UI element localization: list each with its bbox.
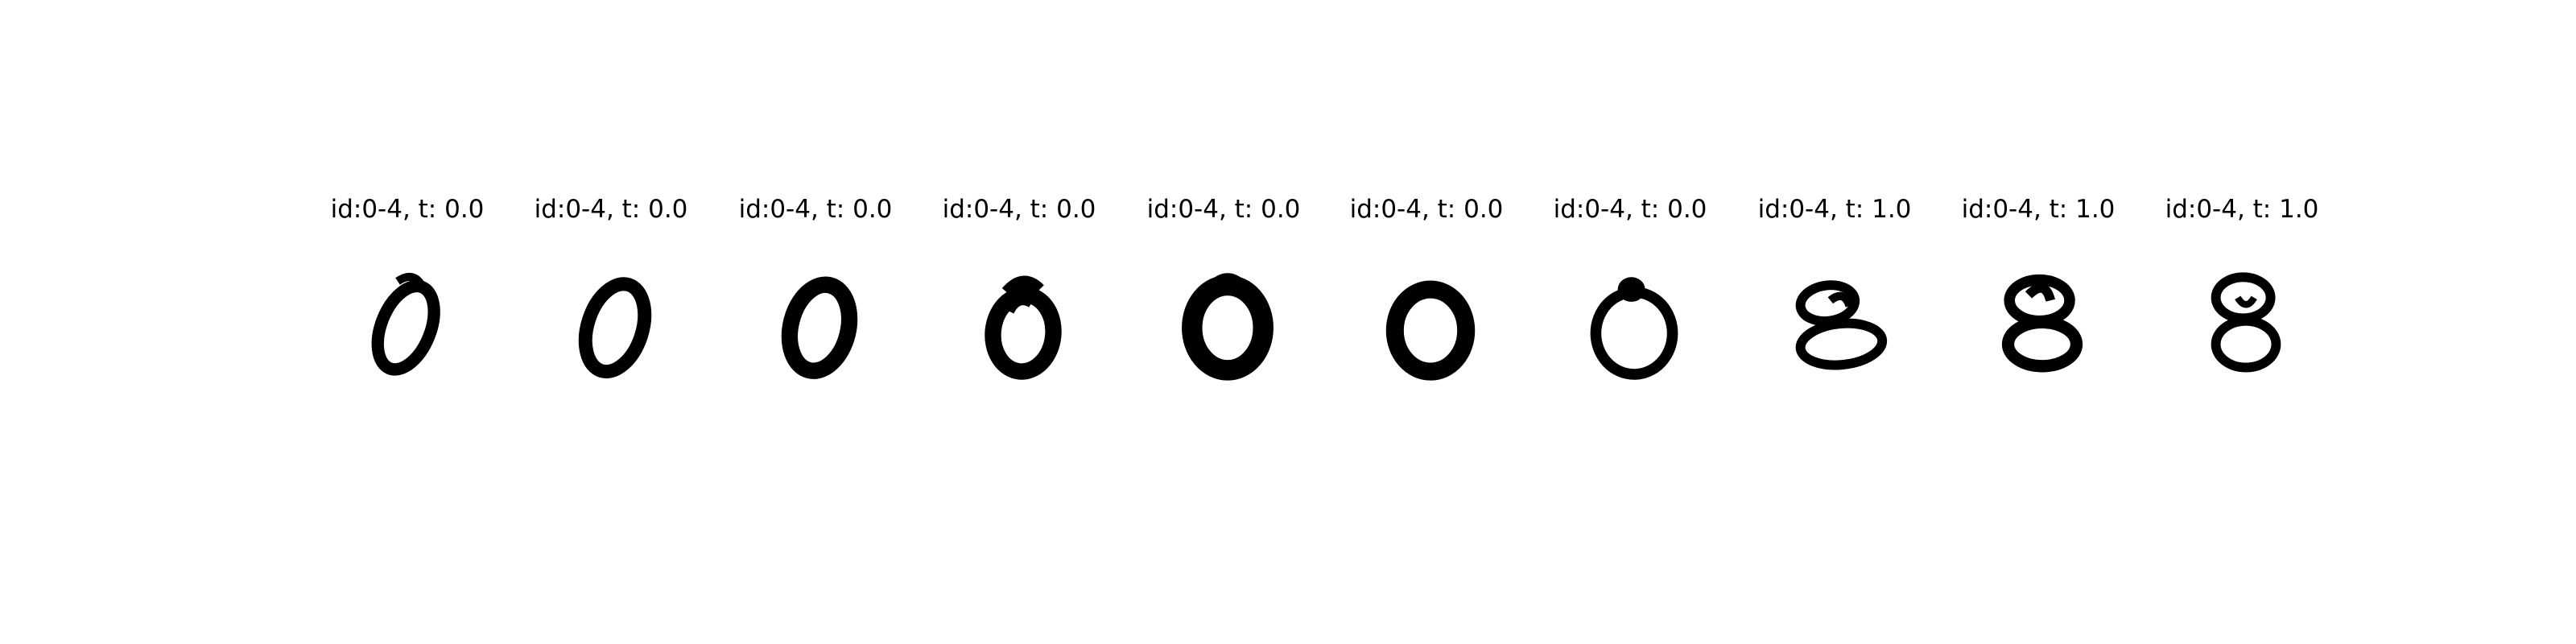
digit-panel-4: id:0-4, t: 0.0 [923, 193, 1116, 402]
digit-eight-icon [2178, 251, 2314, 388]
panel-title: id:0-4, t: 0.0 [738, 195, 893, 224]
digit-zero-icon [547, 251, 683, 388]
digit-panel-1: id:0-4, t: 0.0 [311, 193, 504, 402]
panel-title: id:0-4, t: 1.0 [2165, 195, 2319, 224]
digit-eight-icon [1770, 251, 1907, 388]
panel-title: id:0-4, t: 0.0 [942, 195, 1096, 224]
digit-panel-7: id:0-4, t: 0.0 [1534, 193, 1727, 402]
digit-zero-icon [751, 251, 888, 388]
digit-panel-6: id:0-4, t: 0.0 [1330, 193, 1523, 402]
digit-eight-icon [1974, 251, 2111, 388]
panel-title: id:0-4, t: 0.0 [1349, 195, 1504, 224]
panel-title: id:0-4, t: 0.0 [330, 195, 485, 224]
panel-title: id:0-4, t: 1.0 [1961, 195, 2116, 224]
digit-zero-icon [343, 251, 480, 388]
digit-panel-8: id:0-4, t: 1.0 [1738, 193, 1931, 402]
digit-panel-9: id:0-4, t: 1.0 [1942, 193, 2135, 402]
digit-panel-5: id:0-4, t: 0.0 [1127, 193, 1320, 402]
digit-zero-icon [1362, 251, 1499, 388]
digit-zero-icon [1159, 251, 1296, 388]
digit-panel-3: id:0-4, t: 0.0 [719, 193, 912, 402]
panel-title: id:0-4, t: 0.0 [1146, 195, 1301, 224]
panel-title: id:0-4, t: 1.0 [1757, 195, 1912, 224]
digit-panel-10: id:0-4, t: 1.0 [2145, 193, 2339, 402]
digit-zero-icon [1566, 251, 1703, 388]
panel-title: id:0-4, t: 0.0 [1553, 195, 1707, 224]
panel-title: id:0-4, t: 0.0 [534, 195, 688, 224]
digit-panel-2: id:0-4, t: 0.0 [514, 193, 708, 402]
digit-zero-icon [955, 251, 1092, 388]
